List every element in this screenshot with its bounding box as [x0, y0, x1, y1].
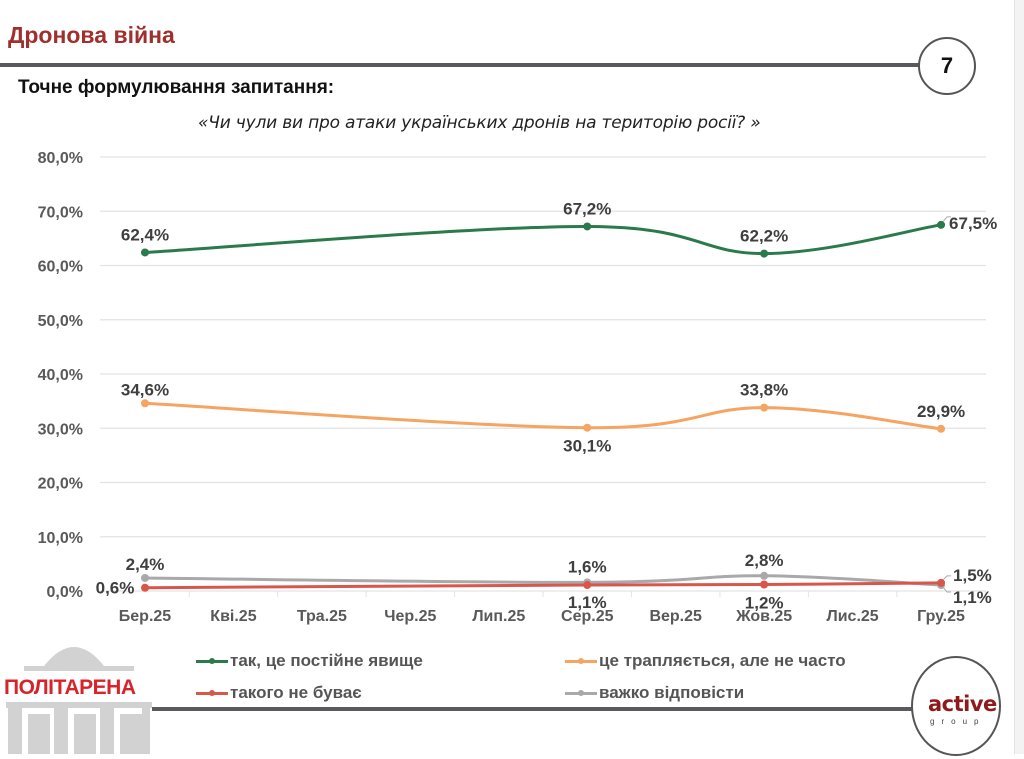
y-tick-label: 10,0%	[38, 530, 83, 547]
active-group-logo-circle	[911, 656, 1001, 756]
data-label: 1,6%	[568, 557, 607, 576]
data-point	[760, 403, 769, 412]
data-point	[583, 222, 592, 231]
legend-swatch-icon	[196, 686, 228, 700]
legend-label: так, це постійне явище	[230, 651, 423, 670]
data-label: 2,8%	[745, 551, 784, 570]
data-point	[141, 248, 149, 257]
page-number: 7	[940, 53, 954, 78]
x-tick-label: Вер.25	[649, 608, 702, 625]
legend-item: такого не буває	[196, 683, 362, 703]
y-tick-label: 0,0%	[47, 584, 83, 601]
y-tick-label: 70,0%	[38, 204, 83, 221]
x-tick-label: Сер.25	[561, 608, 614, 625]
data-label: 29,9%	[917, 402, 965, 421]
data-point	[583, 423, 592, 432]
parliament-building-icon	[6, 647, 152, 754]
data-point	[937, 578, 946, 587]
top-divider	[0, 63, 920, 67]
legend-item: так, це постійне явище	[196, 651, 423, 671]
data-label: 1,1%	[953, 588, 992, 607]
leader-line	[942, 575, 952, 581]
data-label: 0,6%	[96, 579, 135, 598]
active-group-logo-main: active	[928, 692, 997, 716]
right-scroll-strip	[1014, 0, 1024, 754]
leader-line	[942, 586, 952, 593]
legend-swatch-icon	[565, 654, 597, 668]
grid-layer	[100, 156, 986, 592]
legend-label: такого не буває	[230, 683, 362, 702]
data-point	[937, 220, 946, 229]
legend-label: це трапляється, але не часто	[599, 651, 846, 670]
data-label: 30,1%	[563, 437, 611, 456]
x-tick-label: Бер.25	[119, 608, 172, 625]
data-label: 62,4%	[121, 225, 169, 244]
data-label: 1,5%	[953, 566, 992, 585]
question-text: «Чи чули ви про атаки українських дронів…	[198, 113, 761, 133]
y-tick-label: 50,0%	[38, 313, 83, 330]
x-tick-label: Лип.25	[472, 608, 525, 625]
data-point	[141, 399, 149, 408]
legend-item: це трапляється, але не часто	[565, 651, 846, 671]
data-label: 33,8%	[740, 381, 788, 400]
x-tick-label: Жов.25	[735, 608, 792, 625]
data-point	[760, 580, 769, 589]
legend-item: важко відповісти	[565, 683, 744, 703]
series-layer	[141, 220, 946, 592]
data-labels: 34,6% 30,1% 33,8% 29,9% 62,4% 67,2% 62,2% 67,5%…	[96, 199, 998, 612]
politarena-logo: ПОЛІТАРЕНА	[2, 636, 152, 754]
y-axis-ticks: 0,0% 10,0% 20,0% 30,0% 40,0% 50,0% 60,0% 70,0% 8…	[38, 150, 83, 601]
data-label: 62,2%	[740, 227, 788, 246]
legend-swatch-icon	[196, 654, 228, 668]
leader-line	[942, 216, 952, 223]
active-group-logo-sub: group	[930, 717, 986, 726]
x-tick-label: Кві.25	[210, 608, 256, 625]
data-label: 67,2%	[563, 199, 611, 218]
data-label: 1,1%	[568, 593, 607, 612]
legend-swatch-icon	[565, 686, 597, 700]
series-line-never	[143, 581, 943, 590]
y-tick-label: 80,0%	[38, 150, 83, 167]
data-point	[583, 581, 592, 590]
politarena-logo-text: ПОЛІТАРЕНА	[4, 676, 136, 699]
x-tick-label: Лис.25	[826, 608, 878, 625]
legend-label: важко відповісти	[599, 683, 745, 702]
series-line-constant	[143, 223, 943, 256]
x-axis-ticks: Бер.25 Кві.25 Тра.25 Чер.25 Лип.25 Сер.25 Вер.…	[119, 591, 986, 625]
data-label: 2,4%	[126, 555, 165, 574]
question-label: Точне формулювання запитання:	[18, 77, 335, 98]
data-point	[937, 424, 946, 433]
data-point	[760, 249, 769, 258]
data-label: 67,5%	[949, 214, 997, 233]
data-point	[760, 571, 769, 580]
series-line-sometimes	[143, 401, 943, 431]
data-point	[141, 583, 149, 592]
data-label: 1,2%	[745, 593, 784, 612]
y-tick-label: 30,0%	[38, 421, 83, 438]
series-line-hard	[143, 574, 943, 587]
bottom-divider	[152, 707, 912, 711]
slide-title: Дронова війна	[8, 22, 175, 48]
page-number-badge: 7	[918, 37, 976, 95]
x-tick-label: Тра.25	[297, 608, 347, 625]
data-label: 34,6%	[121, 380, 169, 399]
x-tick-label: Чер.25	[384, 608, 436, 625]
y-tick-label: 60,0%	[38, 259, 83, 276]
y-tick-label: 20,0%	[38, 476, 83, 493]
data-point	[141, 573, 149, 582]
y-tick-label: 40,0%	[38, 367, 83, 384]
x-tick-label: Гру.25	[917, 608, 965, 625]
